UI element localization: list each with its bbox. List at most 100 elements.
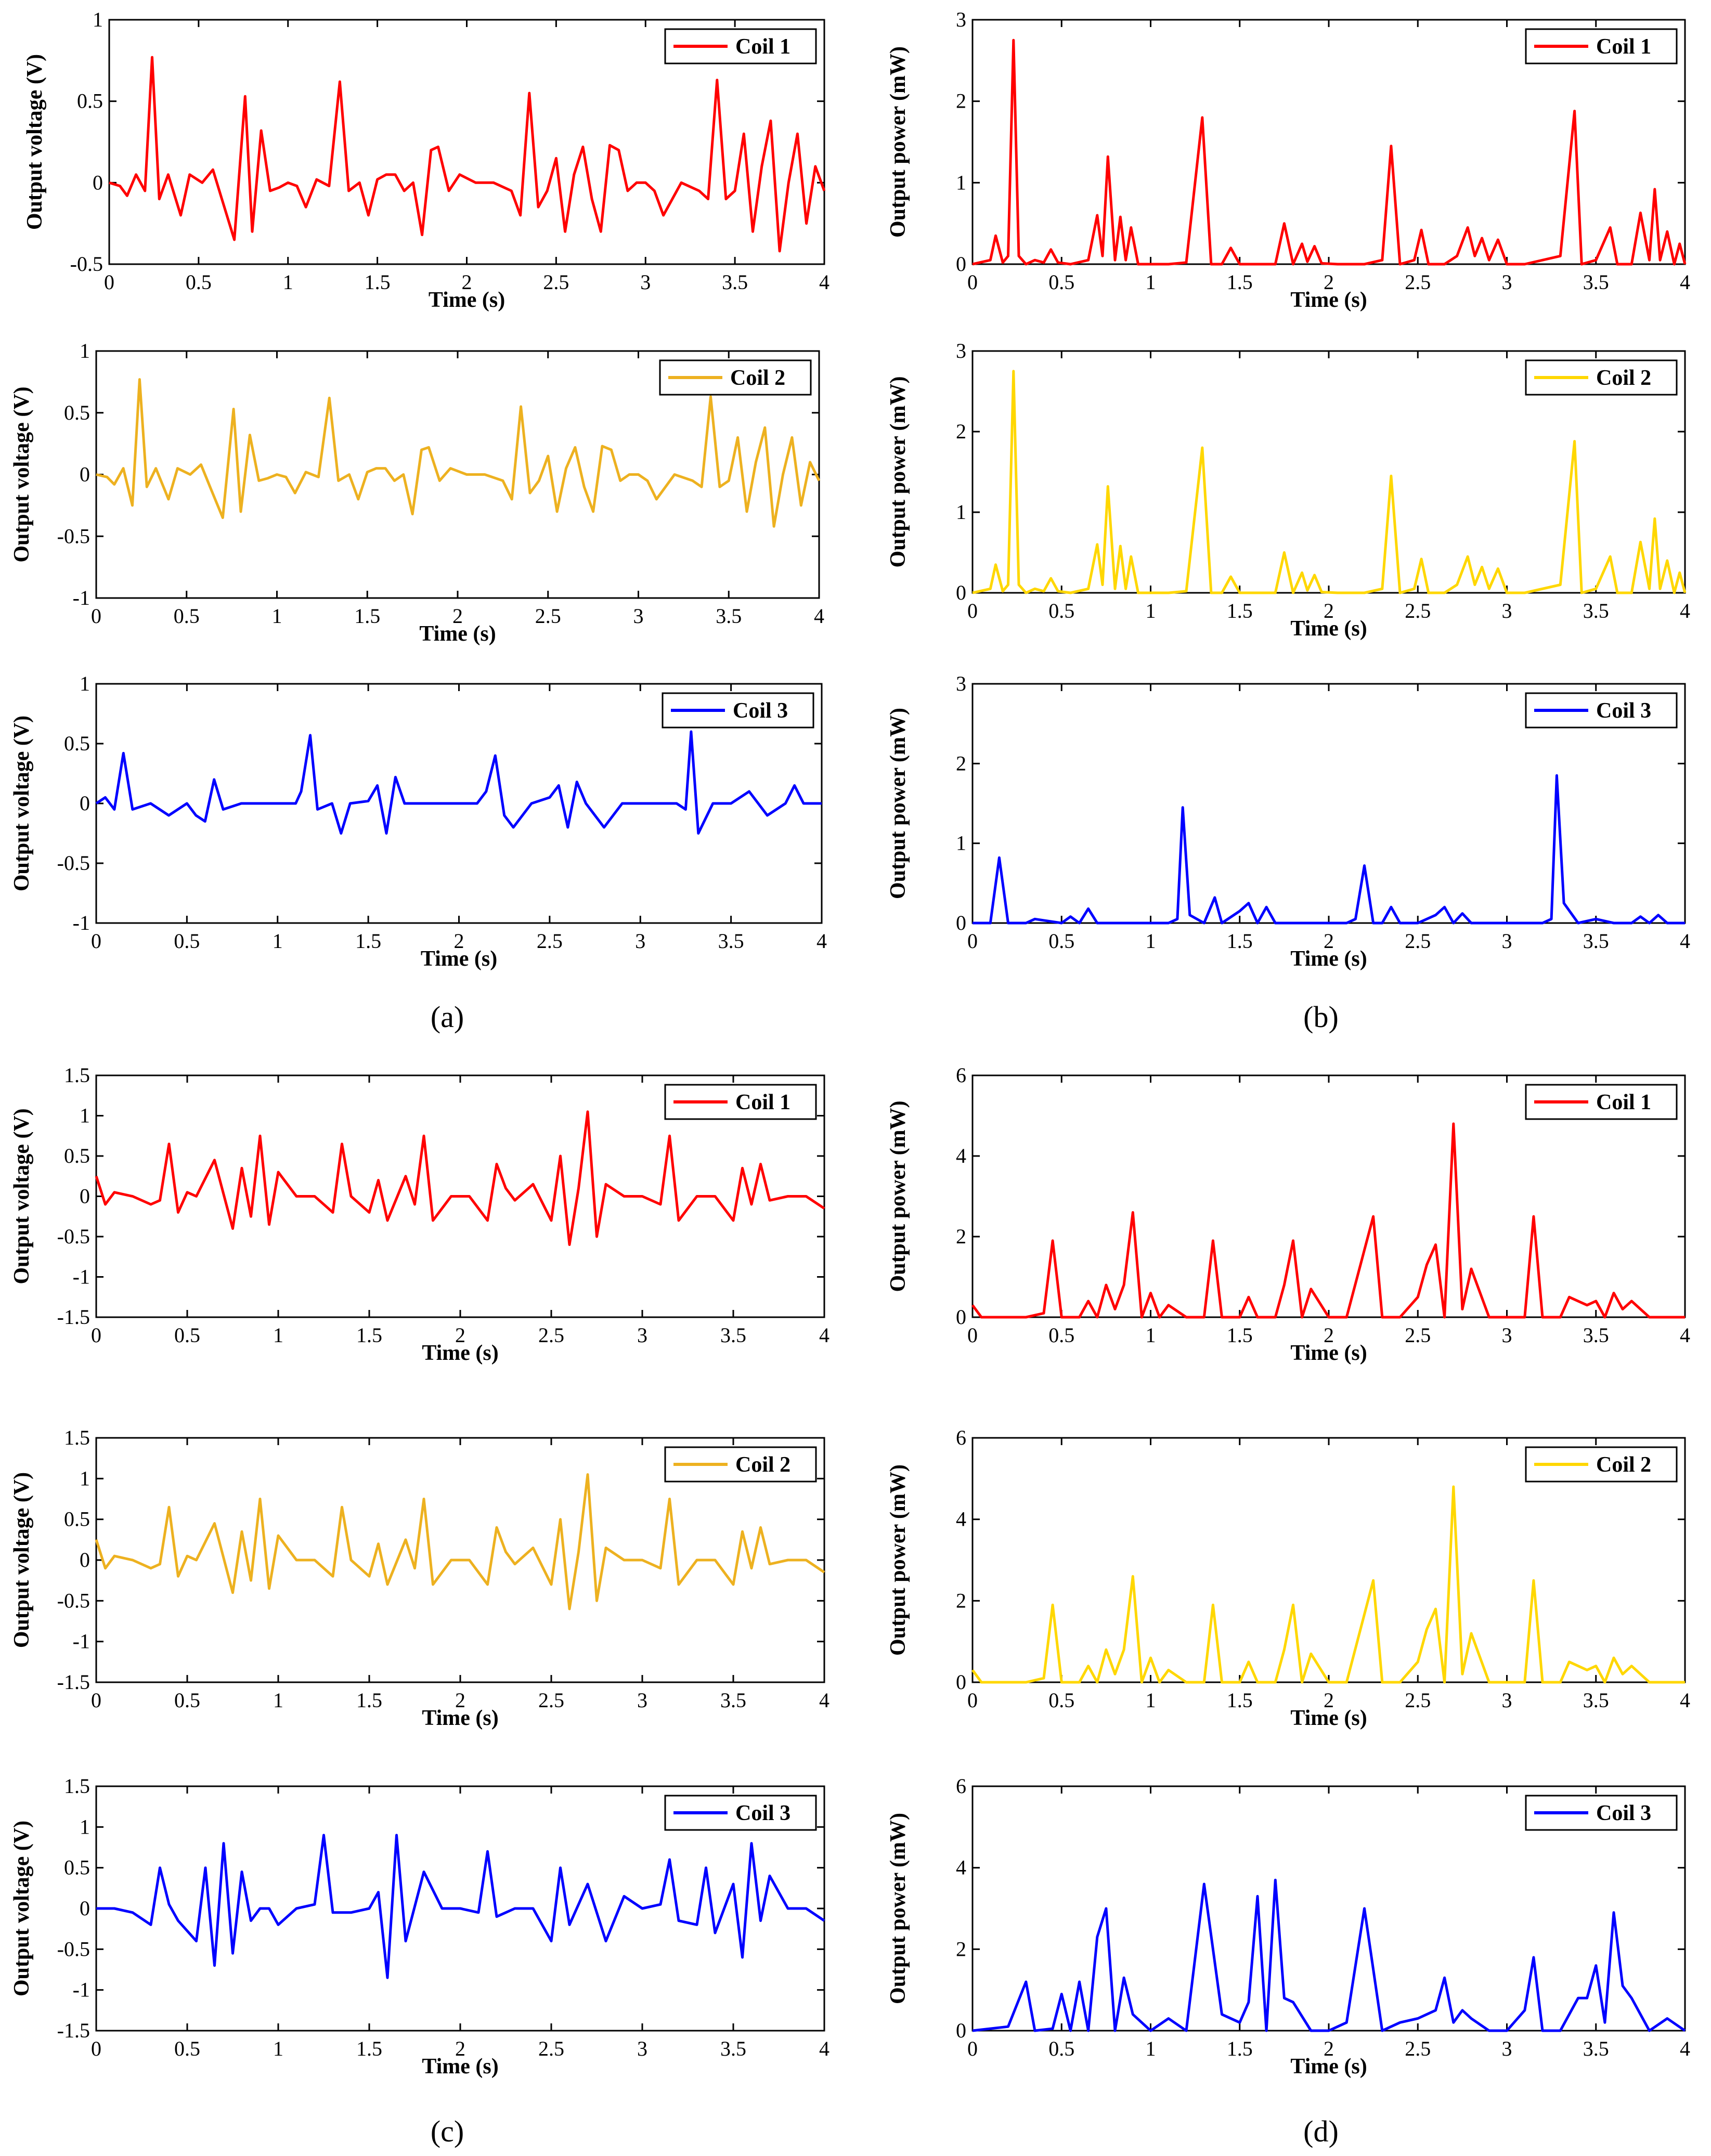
x-tick-label: 1.5 <box>356 1689 382 1712</box>
y-tick-label: -0.5 <box>57 851 90 875</box>
y-tick-label: 2 <box>956 1937 966 1960</box>
x-tick-label: 0.5 <box>174 2037 200 2060</box>
x-tick-label: 1 <box>273 1323 283 1347</box>
y-tick-label: 1 <box>80 1104 90 1127</box>
legend: Coil 3 <box>662 692 814 729</box>
x-tick-label: 3.5 <box>1583 270 1609 294</box>
chart-c2: 0 0.5 1 1.5 2 2.5 3 3.5 4 -1.5 -1 -0.5 0 0.5 1 1.5 Time … <box>10 1426 829 1730</box>
y-tick-label: 0.5 <box>64 732 90 755</box>
series-line-coil-1 <box>972 38 1687 266</box>
series-line-coil-3 <box>973 774 1685 925</box>
y-tick-label: -1 <box>73 586 90 609</box>
x-tick-label: 1.5 <box>356 1323 382 1347</box>
x-tick-label: 3.5 <box>1583 2037 1609 2060</box>
y-tick-label: 1 <box>80 672 90 695</box>
x-tick-label: 2 <box>455 1323 465 1347</box>
x-tick-label: 1 <box>283 270 293 294</box>
y-tick-label: 0.5 <box>64 1144 90 1167</box>
y-tick-label: 0 <box>80 791 90 815</box>
y-tick-label: 3 <box>956 672 966 695</box>
x-tick-label: 1.5 <box>365 270 391 294</box>
x-tick-label: 1.5 <box>355 929 381 953</box>
legend-label: Coil 1 <box>1596 35 1651 59</box>
x-tick-label: 3 <box>1502 270 1512 294</box>
x-tick-label: 3 <box>637 2037 647 2060</box>
caption-c: (c) <box>431 2114 464 2148</box>
y-axis-label: Output voltage (V) <box>10 386 34 562</box>
x-tick-label: 1 <box>273 929 283 953</box>
x-axis-label: Time (s) <box>1290 947 1367 971</box>
y-axis-label: Output voltage (V) <box>23 54 47 230</box>
x-tick-label: 2 <box>1324 599 1334 622</box>
y-tick-label: -0.5 <box>57 1937 90 1960</box>
x-tick-label: 0 <box>91 929 101 953</box>
caption-a: (a) <box>431 1000 464 1034</box>
x-tick-label: 0 <box>104 270 114 294</box>
x-tick-label: 0.5 <box>174 604 200 628</box>
x-tick-label: 0 <box>967 599 978 622</box>
y-tick-label: -0.5 <box>57 524 90 548</box>
y-tick-label: 0.5 <box>77 89 103 113</box>
y-tick-label: -1.5 <box>57 1305 90 1329</box>
y-tick-label: 0.5 <box>64 1856 90 1879</box>
y-tick-label: 0 <box>956 911 966 934</box>
x-axis-label: Time (s) <box>1290 1341 1367 1365</box>
x-axis-label: Time (s) <box>419 622 496 646</box>
x-tick-label: 3 <box>1502 599 1512 622</box>
x-tick-label: 3.5 <box>720 1689 746 1712</box>
chart-c3: 0 0.5 1 1.5 2 2.5 3 3.5 4 -1.5 -1 -0.5 0 0.5 1 1.5 Time … <box>10 1774 829 2079</box>
series-line-coil-1 <box>95 1110 825 1246</box>
x-axis-label: Time (s) <box>421 947 497 971</box>
x-tick-label: 2 <box>1324 929 1334 953</box>
x-tick-label: 3.5 <box>1583 599 1609 622</box>
legend-label: Coil 3 <box>735 1801 790 1825</box>
x-tick-label: 1.5 <box>1227 2037 1253 2060</box>
x-tick-label: 0 <box>967 929 978 953</box>
x-tick-label: 0 <box>91 1323 101 1347</box>
y-axis-label: Output power (mW) <box>886 376 910 568</box>
y-tick-label: 1 <box>93 8 103 31</box>
x-tick-label: 0.5 <box>174 1323 200 1347</box>
x-tick-label: 1.5 <box>1227 929 1253 953</box>
x-tick-label: 2.5 <box>543 270 569 294</box>
x-tick-label: 3 <box>635 929 645 953</box>
x-tick-label: 2.5 <box>1405 599 1431 622</box>
x-tick-label: 4 <box>1680 2037 1690 2060</box>
x-axis-label: Time (s) <box>422 1706 498 1730</box>
y-tick-label: 2 <box>956 420 966 443</box>
legend-label: Coil 1 <box>735 1090 790 1114</box>
chart-b3: 0 0.5 1 1.5 2 2.5 3 3.5 4 0 1 2 3 Time (s) Output powe… <box>886 672 1690 971</box>
legend: Coil 1 <box>1525 1084 1678 1120</box>
caption-b: (b) <box>1303 1000 1339 1034</box>
x-tick-label: 3 <box>1502 1689 1512 1712</box>
y-tick-label: -1 <box>73 1265 90 1289</box>
x-tick-label: 2 <box>1324 1689 1334 1712</box>
x-tick-label: 1.5 <box>1227 1323 1253 1347</box>
y-tick-label: -0.5 <box>57 1225 90 1248</box>
legend: Coil 2 <box>1525 1446 1678 1483</box>
x-tick-label: 0 <box>967 270 978 294</box>
x-tick-label: 2 <box>462 270 472 294</box>
x-tick-label: 3.5 <box>720 1323 746 1347</box>
y-tick-label: 0 <box>956 252 966 276</box>
y-axis-label: Output power (mW) <box>886 46 910 238</box>
series-line-coil-1 <box>971 1122 1685 1319</box>
x-tick-label: 2.5 <box>1405 929 1431 953</box>
legend-label: Coil 2 <box>1596 366 1651 390</box>
y-tick-label: 4 <box>956 1144 966 1167</box>
x-tick-label: 4 <box>1680 270 1690 294</box>
y-tick-label: 0 <box>80 1185 90 1208</box>
x-tick-label: 0 <box>91 2037 101 2060</box>
y-tick-label: 4 <box>956 1508 966 1531</box>
legend: Coil 1 <box>1525 28 1678 64</box>
chart-d3: 0 0.5 1 1.5 2 2.5 3 3.5 4 0 2 4 6 Time (s) Output powe… <box>886 1774 1690 2079</box>
y-tick-label: 0 <box>93 171 103 194</box>
x-tick-label: 0.5 <box>186 270 212 294</box>
y-axis-label: Output voltage (V) <box>10 1472 34 1648</box>
y-tick-label: -1.5 <box>57 1670 90 1694</box>
series-line-coil-3 <box>95 730 822 835</box>
y-tick-label: 3 <box>956 8 966 31</box>
x-axis-label: Time (s) <box>422 1341 498 1365</box>
legend-label: Coil 2 <box>730 366 785 390</box>
